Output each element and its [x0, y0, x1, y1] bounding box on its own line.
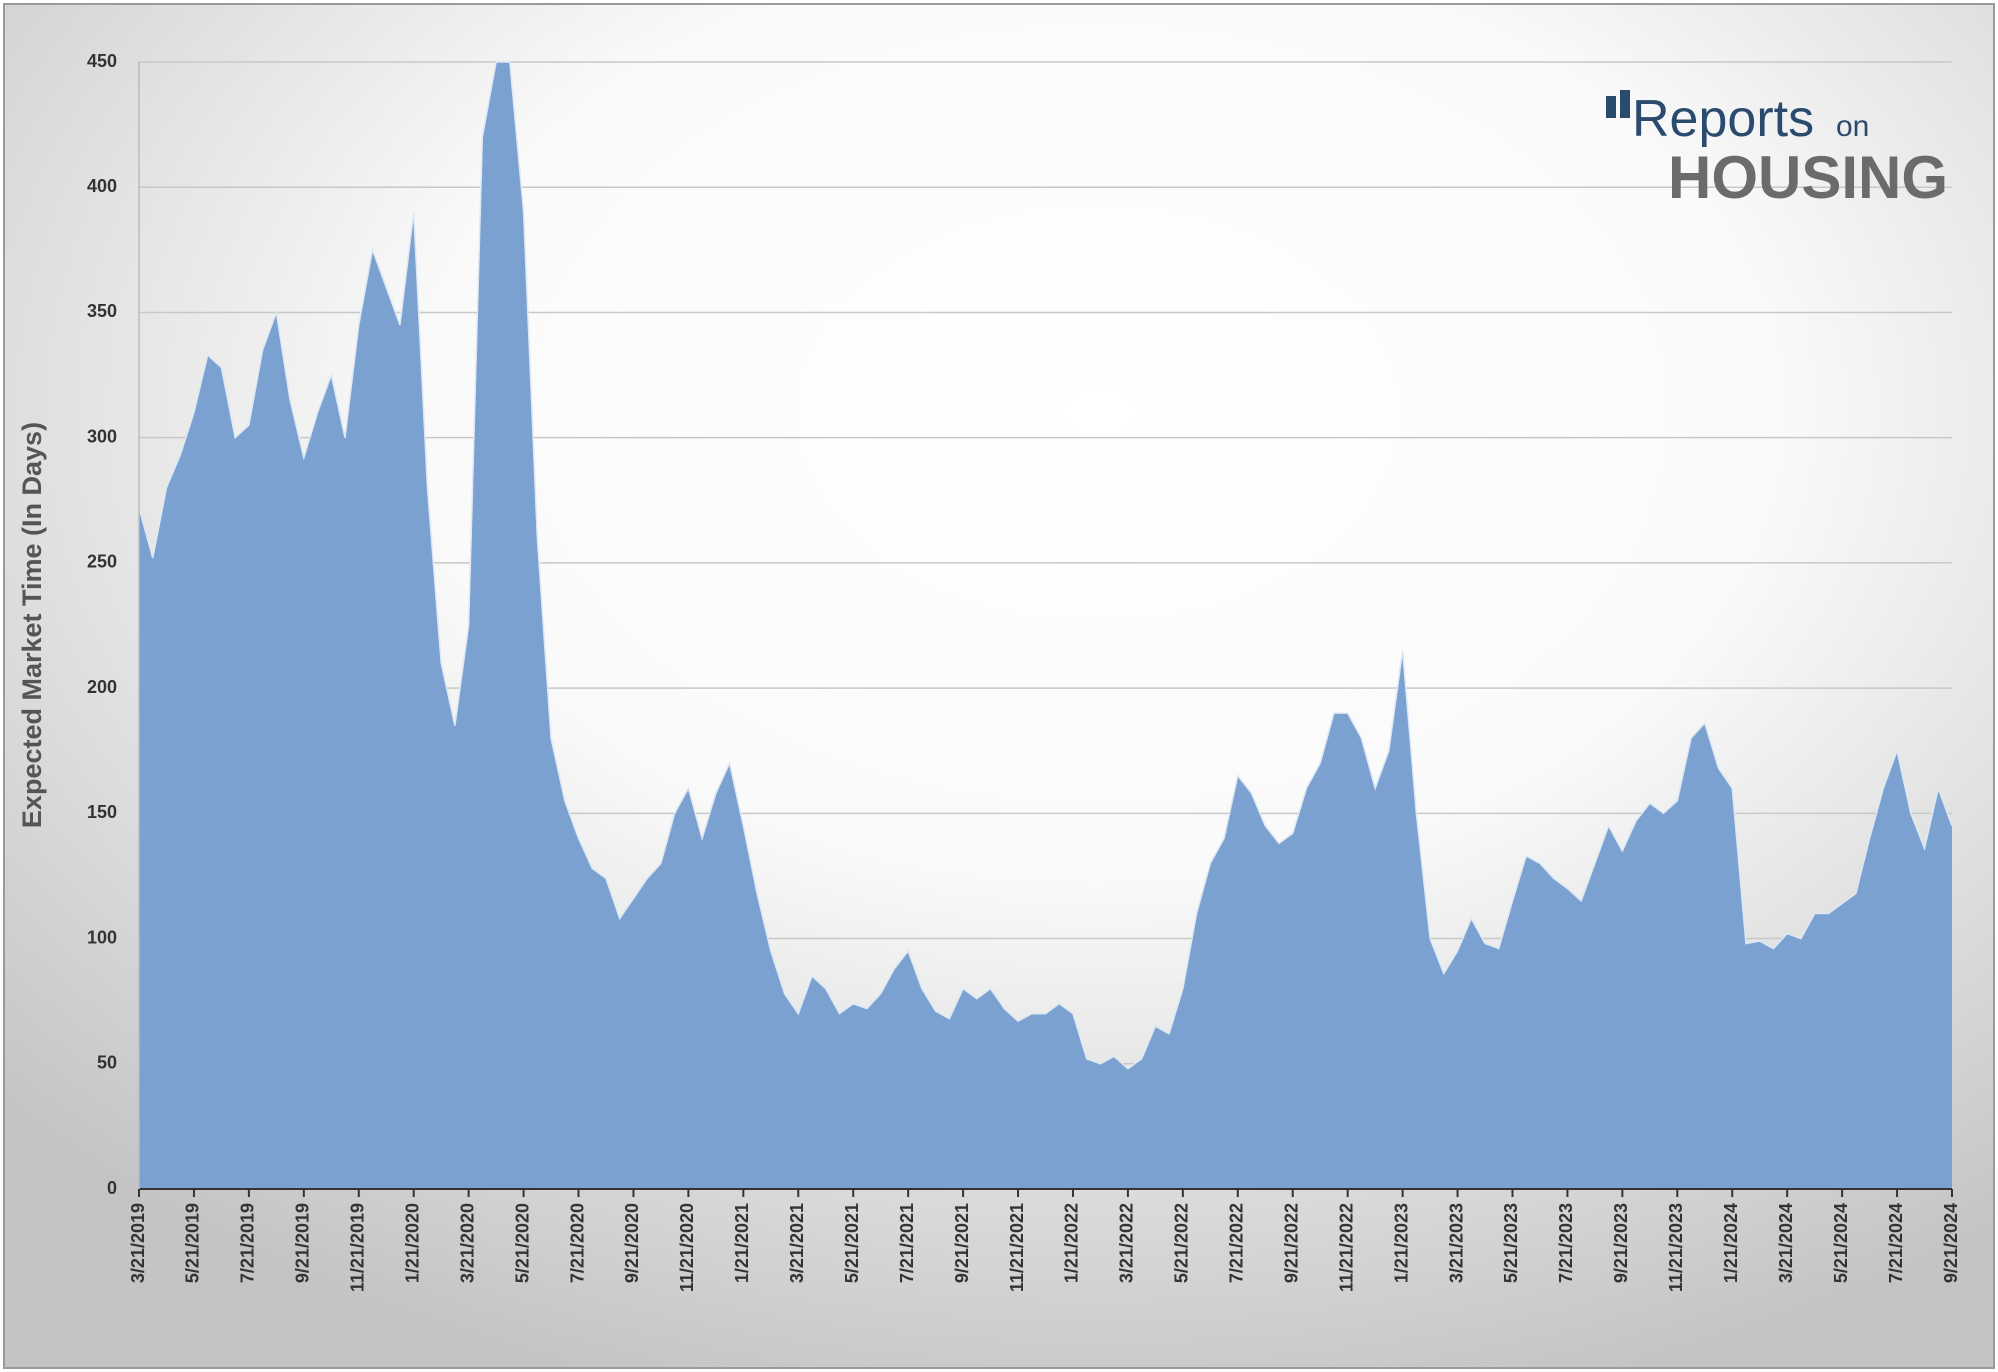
x-tick-label: 5/21/2020 [512, 1203, 532, 1283]
logo-icon [1620, 90, 1630, 118]
y-tick-label: 100 [87, 927, 117, 947]
x-tick-label: 7/21/2023 [1556, 1203, 1576, 1283]
x-tick-label: 1/21/2022 [1062, 1203, 1082, 1283]
x-tick-label: 3/21/2024 [1776, 1203, 1796, 1283]
x-tick-label: 5/21/2021 [842, 1203, 862, 1283]
x-tick-label: 7/21/2020 [567, 1203, 587, 1283]
x-tick-label: 11/21/2023 [1666, 1203, 1686, 1292]
logo-small: on [1836, 110, 1869, 143]
x-tick-label: 1/21/2021 [732, 1203, 752, 1283]
y-tick-label: 200 [87, 677, 117, 697]
area [139, 62, 1952, 1189]
x-tick-label: 7/21/2019 [238, 1203, 258, 1283]
x-tick-label: 7/21/2022 [1227, 1203, 1247, 1283]
x-tick-label: 5/21/2024 [1831, 1203, 1851, 1283]
x-tick-label: 11/21/2019 [348, 1203, 368, 1292]
logo-main: Reports [1632, 90, 1814, 148]
y-tick-label: 0 [107, 1178, 117, 1198]
x-tick-label: 9/21/2019 [293, 1203, 313, 1283]
logo-sub: HOUSING [1668, 144, 1948, 211]
plot [138, 61, 1953, 1189]
x-tick-label: 1/21/2020 [402, 1203, 422, 1283]
logo: Reports on HOUSING [1606, 90, 1948, 211]
x-tick-label: 11/21/2020 [677, 1203, 697, 1292]
x-tick-label: 1/21/2023 [1391, 1203, 1411, 1283]
x-tick-label: 3/21/2020 [457, 1203, 477, 1283]
x-tick-label: 11/21/2021 [1007, 1203, 1027, 1292]
y-tick-label: 450 [87, 51, 117, 71]
x-tick-label: 3/21/2022 [1117, 1203, 1137, 1283]
x-tick-label: 11/21/2022 [1336, 1203, 1356, 1292]
y-axis-label: Expected Market Time (In Days) [17, 422, 47, 828]
y-tick-label: 250 [87, 552, 117, 572]
x-tick-label: 7/21/2021 [897, 1203, 917, 1283]
x-tick-label: 3/21/2021 [787, 1203, 807, 1283]
x-tick-label: 9/21/2020 [622, 1203, 642, 1283]
logo-icon [1606, 96, 1616, 118]
area-edge [138, 61, 1953, 1070]
axes: 0 50 100 150 200 250 300 350 400 450 3/21/2019 5/21… [87, 51, 1961, 1292]
x-tick-label: 5/21/2019 [183, 1203, 203, 1283]
x-tick-label: 9/21/2021 [952, 1203, 972, 1283]
y-tick-label: 400 [87, 176, 117, 196]
y-tick-label: 300 [87, 426, 117, 446]
x-tick-label: 3/21/2023 [1446, 1203, 1466, 1283]
x-tick-label: 5/21/2023 [1501, 1203, 1521, 1283]
y-tick-label: 150 [87, 802, 117, 822]
x-tick-label: 9/21/2023 [1611, 1203, 1631, 1283]
x-tick-label: 3/21/2019 [128, 1203, 148, 1283]
x-tick-label: 9/21/2022 [1281, 1203, 1301, 1283]
y-tick-label: 50 [97, 1053, 117, 1073]
x-tick-label: 5/21/2022 [1172, 1203, 1192, 1283]
x-tick-label: 1/21/2024 [1721, 1203, 1741, 1283]
x-tick-label: 9/21/2024 [1941, 1203, 1961, 1283]
y-tick-label: 350 [87, 301, 117, 321]
x-tick-label: 7/21/2024 [1886, 1203, 1906, 1283]
